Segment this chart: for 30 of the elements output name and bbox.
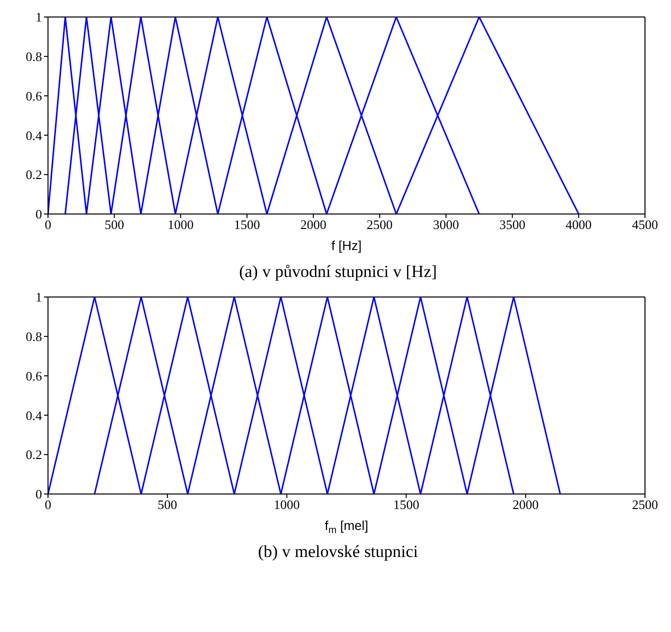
x-axis-title: f$_{m}$ [mel] (324, 518, 368, 536)
x-tick-label: 1000 (168, 217, 194, 232)
y-tick-label: 1 (36, 290, 42, 305)
x-tick-label: 4500 (632, 217, 658, 232)
x-tick-label: 3500 (499, 217, 526, 232)
y-tick-label: 0.8 (26, 329, 42, 344)
y-tick-label: 0.6 (26, 368, 42, 384)
x-tick-label: 2500 (632, 497, 658, 512)
y-tick-label: 1 (36, 10, 42, 25)
x-tick-label: 500 (104, 217, 124, 232)
y-tick-label: 0.8 (26, 49, 42, 64)
x-tick-label: 1000 (274, 497, 300, 512)
y-tick-label: 0 (36, 486, 42, 502)
x-tick-label: 4000 (566, 217, 592, 232)
x-tick-label: 2000 (300, 217, 326, 232)
x-axis-title: f [Hz] (331, 238, 362, 253)
text: (b) v melovské stupnici (256, 542, 420, 562)
y-tick-label: 0.6 (26, 88, 42, 104)
x-tick-label: 1500 (234, 217, 260, 232)
x-tick-label: 1500 (393, 497, 420, 512)
y-tick-label: 0.4 (26, 128, 42, 143)
y-tick-label: 0.4 (26, 408, 42, 423)
x-tick-label: 2500 (366, 217, 393, 232)
y-tick-label: 0 (36, 206, 42, 222)
y-tick-label: 0.2 (26, 167, 42, 182)
x-tick-label: 500 (158, 497, 178, 512)
x-tick-label: 3000 (433, 217, 459, 232)
x-tick-label: 2000 (512, 497, 539, 512)
y-tick-label: 0.2 (26, 447, 42, 462)
text: (a) v původní stupnici v [Hz] (238, 262, 438, 282)
